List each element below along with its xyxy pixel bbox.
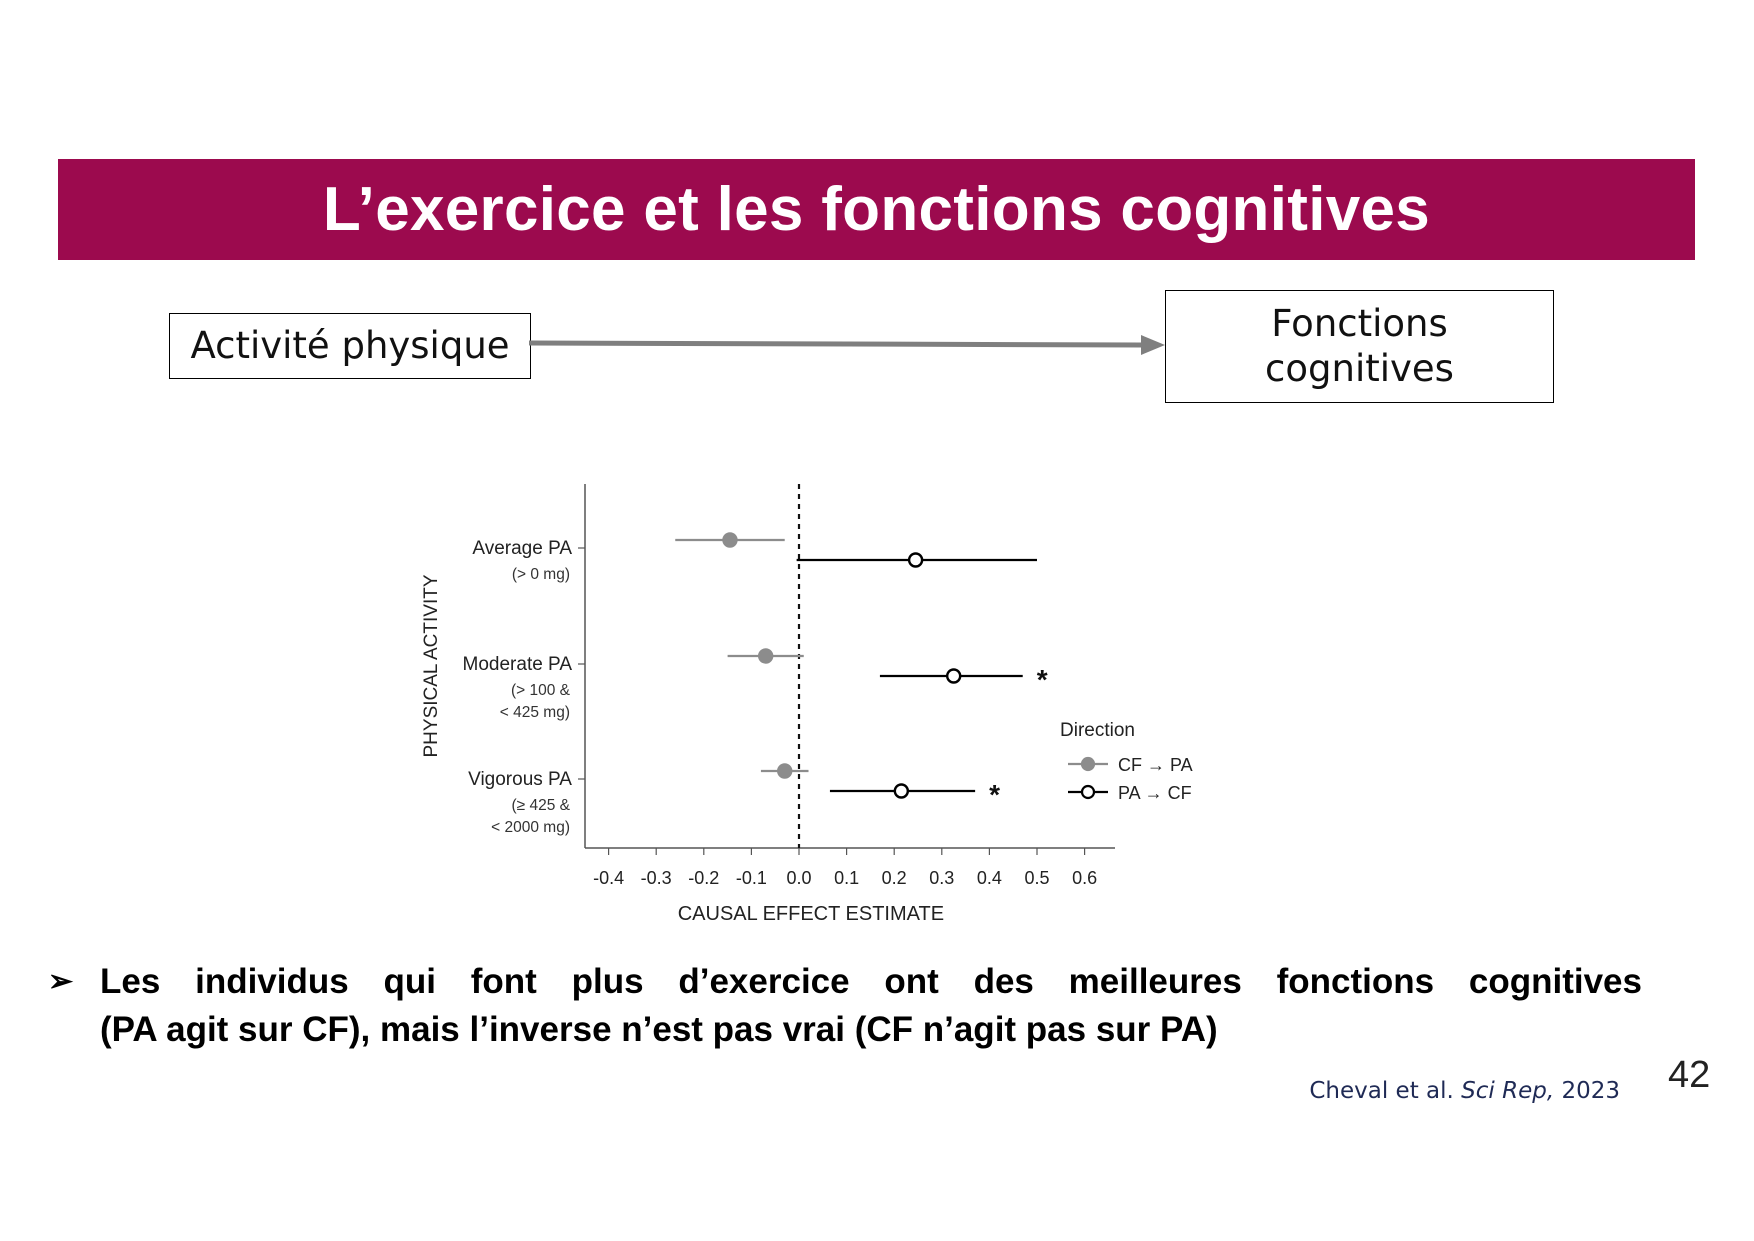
causal-arrow xyxy=(529,335,1165,355)
citation-year: 2023 xyxy=(1561,1078,1620,1104)
estimate-point xyxy=(907,552,924,568)
significance-asterisk: * xyxy=(989,779,1000,810)
cognitive-functions-label-line1: Fonctions xyxy=(1271,302,1448,346)
legend-label: PA → CF xyxy=(1118,783,1192,803)
category-sublabel: < 425 mg) xyxy=(500,704,570,721)
title-banner: L’exercice et les fonctions cognitives xyxy=(58,159,1695,260)
x-tick-label: 0.5 xyxy=(1024,868,1049,888)
category-sublabel: (≥ 425 & xyxy=(512,797,571,814)
x-tick-label: -0.3 xyxy=(641,868,672,888)
page-number: 42 xyxy=(1668,1054,1711,1096)
bullet-arrow-icon: ➢ xyxy=(48,965,74,998)
forest-plot: -0.4 -0.3 -0.2 -0.1 0.0 0.1 0.2 0.3 0.4 0.5 0.6 CAU… xyxy=(421,484,1193,925)
category-label: Average PA xyxy=(472,538,572,559)
estimate-point xyxy=(757,648,774,664)
x-axis-title: CAUSAL EFFECT ESTIMATE xyxy=(678,903,944,925)
citation-journal: Sci Rep, xyxy=(1461,1078,1555,1104)
estimate-point xyxy=(777,763,793,779)
estimate-point xyxy=(722,532,738,548)
conclusion-line-1: Les individus qui font plus d’exercice o… xyxy=(100,962,1642,1001)
arrow-head xyxy=(1141,335,1165,355)
x-tick-label: 0.1 xyxy=(834,868,859,888)
y-axis-title: PHYSICAL ACTIVITY xyxy=(421,574,442,757)
x-tick-label: 0.4 xyxy=(977,868,1002,888)
cognitive-functions-label-line2: cognitives xyxy=(1265,346,1454,390)
category-sublabel: (> 100 & xyxy=(511,682,571,699)
category-label: Vigorous PA xyxy=(468,769,572,790)
x-tick-label: 0.2 xyxy=(882,868,907,888)
legend-marker xyxy=(1080,756,1096,772)
slide-title: L’exercice et les fonctions cognitives xyxy=(322,175,1431,244)
citation-authors: Cheval et al. xyxy=(1309,1078,1454,1104)
x-tick-label: 0.0 xyxy=(786,868,811,888)
x-tick-label: -0.2 xyxy=(688,868,719,888)
category-label: Moderate PA xyxy=(463,654,573,675)
x-tick-label: -0.4 xyxy=(593,868,624,888)
x-tick-label: 0.6 xyxy=(1072,868,1097,888)
physical-activity-box: Activité physique xyxy=(169,313,531,379)
conclusion-line-2: (PA agit sur CF), mais l’inverse n’est p… xyxy=(100,1010,1218,1049)
arrow-shaft xyxy=(529,340,1142,348)
legend-title: Direction xyxy=(1060,720,1135,741)
estimate-point xyxy=(946,668,962,684)
citation: Cheval et al. Sci Rep, 2023 xyxy=(1250,1078,1620,1104)
significance-asterisk: * xyxy=(1037,664,1048,695)
legend-marker xyxy=(1080,784,1096,800)
x-tick-label: 0.3 xyxy=(929,868,954,888)
physical-activity-label: Activité physique xyxy=(190,323,510,367)
x-tick-label: -0.1 xyxy=(736,868,767,888)
estimate-point xyxy=(893,783,910,799)
category-sublabel: < 2000 mg) xyxy=(491,819,570,836)
legend-label: CF → PA xyxy=(1118,755,1193,775)
cognitive-functions-box: Fonctions cognitives xyxy=(1165,290,1554,403)
category-sublabel: (> 0 mg) xyxy=(512,566,570,583)
